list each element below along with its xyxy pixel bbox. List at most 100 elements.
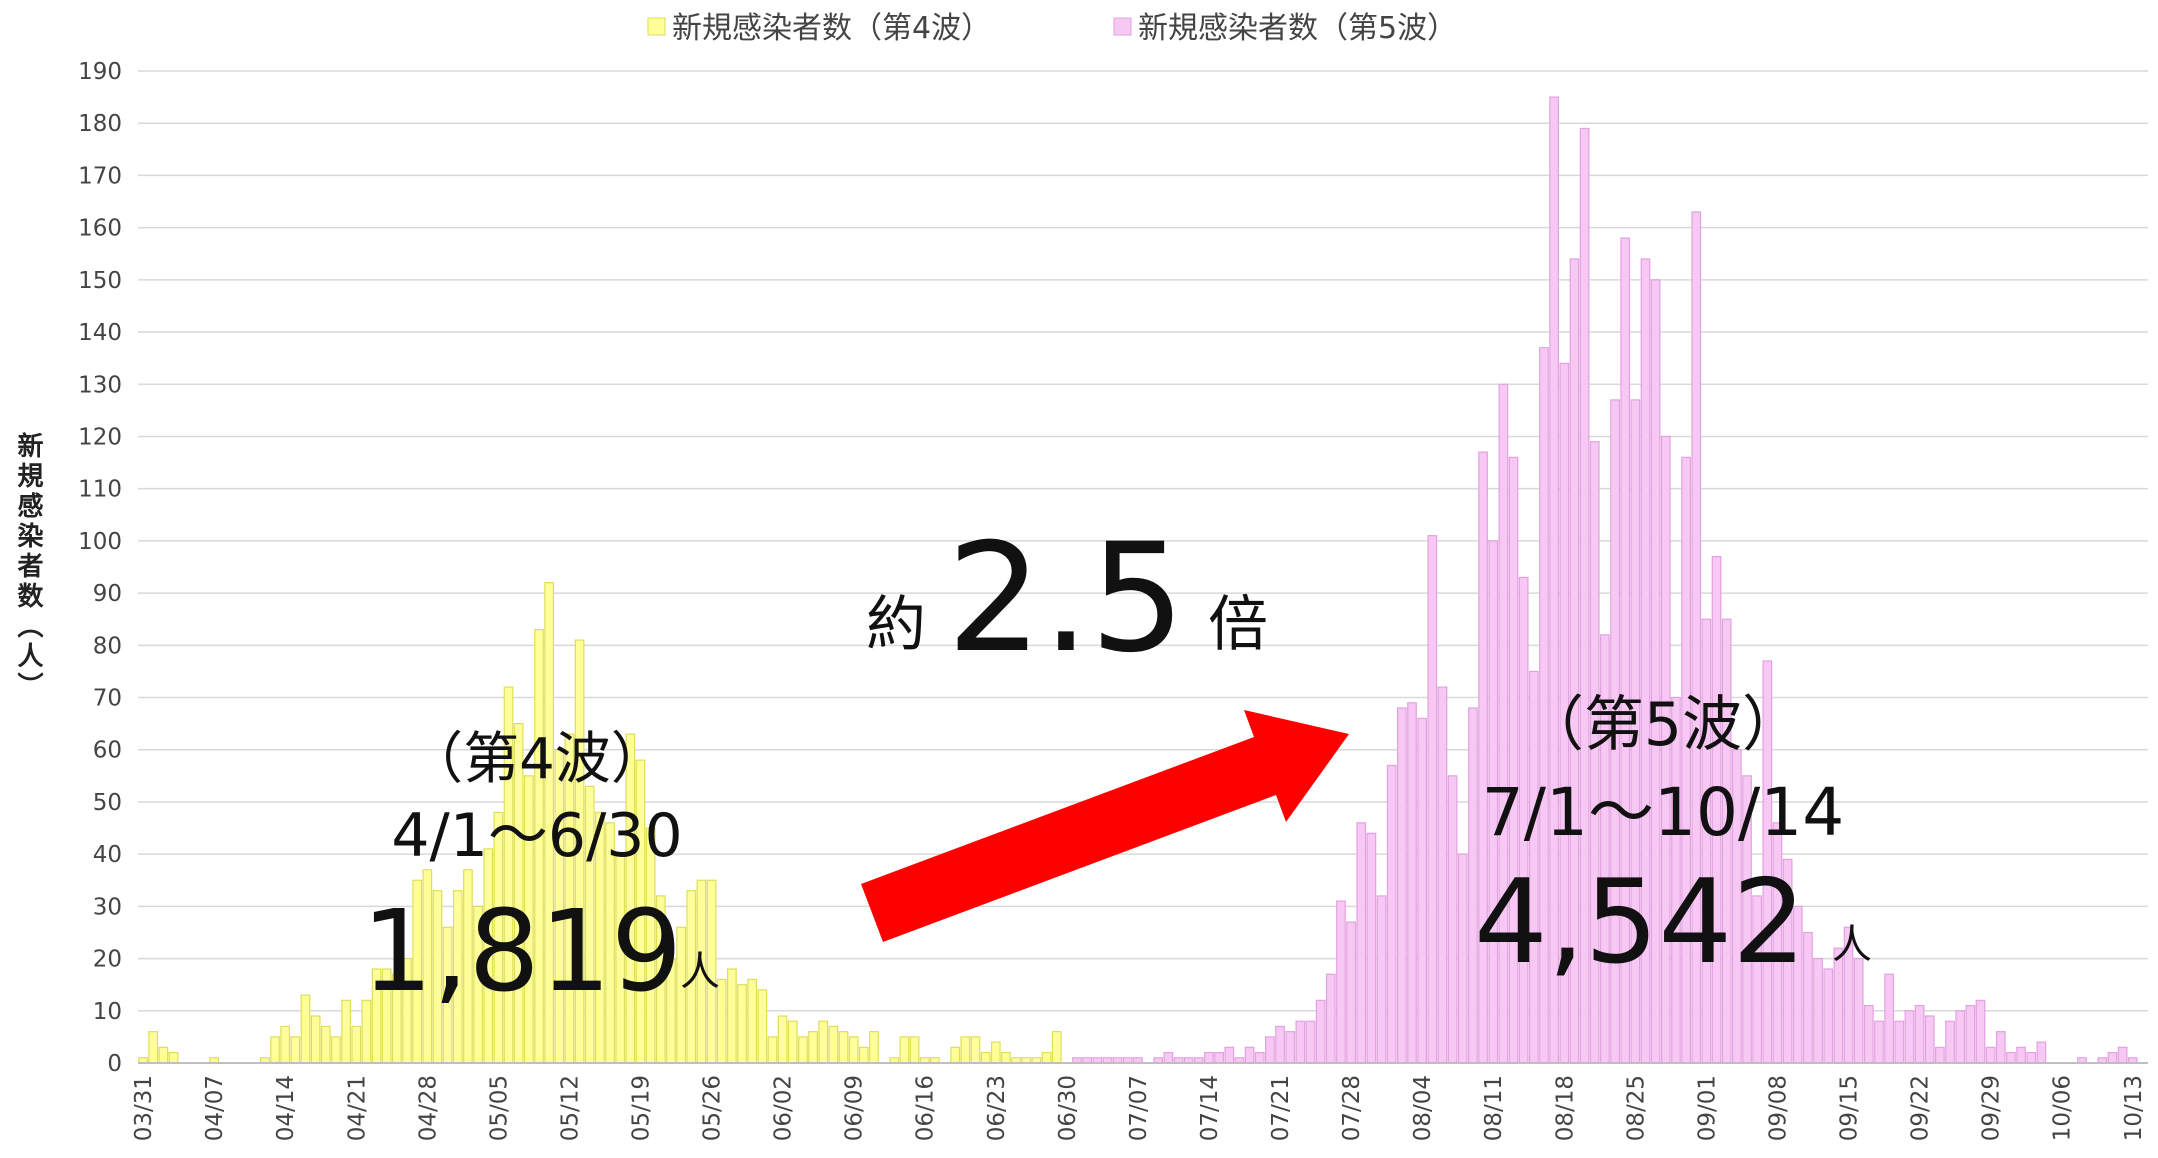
bar (1863, 1004, 1874, 1064)
annotation: 4,542 (1474, 855, 1806, 990)
bar (767, 1036, 778, 1064)
bar (1285, 1031, 1296, 1064)
bar (990, 1041, 1001, 1064)
x-tick-label: 09/29 (1979, 1075, 2005, 1141)
x-tick-label: 05/12 (557, 1075, 583, 1141)
bar (1346, 921, 1356, 1064)
x-tick-label: 04/28 (415, 1075, 441, 1141)
bar (828, 1025, 839, 1064)
y-tick-label: 180 (78, 111, 122, 137)
annotation: 1,819 (362, 887, 683, 1017)
bar (1041, 1051, 1052, 1064)
y-tick-label: 30 (93, 894, 122, 920)
y-tick-label: 70 (93, 686, 122, 712)
bar (1955, 1010, 1966, 1064)
bar (290, 1036, 301, 1064)
bar (1204, 1051, 1214, 1064)
bar (1894, 1020, 1905, 1064)
legend-label: 新規感染者数（第5波） (1138, 11, 1457, 46)
x-tick-label: 06/23 (984, 1075, 1010, 1141)
bar (1823, 968, 1834, 1064)
x-tick-label: 07/28 (1339, 1075, 1365, 1141)
bar (1437, 686, 1448, 1064)
x-tick-label: 07/14 (1197, 1075, 1223, 1141)
x-tick-label: 05/05 (486, 1075, 512, 1141)
x-tick-label: 10/13 (2121, 1075, 2147, 1141)
y-tick-label: 120 (78, 424, 122, 450)
bar (1975, 999, 1986, 1064)
axes: 0 10 20 30 40 50 60 70 80 90 100 110 120 130 140 150 160… (78, 59, 2148, 1141)
y-tick-label: 140 (78, 320, 122, 346)
x-tick-label: 08/18 (1552, 1075, 1578, 1141)
x-tick-label: 04/21 (344, 1075, 370, 1141)
bar (1295, 1020, 1306, 1064)
bar (320, 1025, 331, 1064)
annotation: （第5波） (1524, 690, 1802, 760)
legend: 新規感染者数（第4波） 新規感染者数（第5波） (647, 11, 1457, 46)
y-tick-label: 110 (78, 477, 122, 503)
y-tick-label: 90 (93, 581, 122, 607)
annotation: （第4波） (407, 727, 667, 792)
y-tick-label: 170 (78, 163, 122, 189)
bar (1995, 1031, 2006, 1064)
x-tick-label: 07/21 (1268, 1075, 1294, 1141)
bar (818, 1020, 829, 1064)
bar (1376, 895, 1387, 1064)
x-tick-label: 06/02 (771, 1075, 797, 1141)
bar (858, 1046, 869, 1064)
x-tick-label: 05/26 (700, 1075, 726, 1141)
bar (168, 1051, 179, 1064)
bar (1396, 707, 1407, 1064)
annotation: 人 (1832, 922, 1872, 968)
bar (300, 994, 311, 1064)
bar (808, 1031, 818, 1064)
y-tick-label: 80 (93, 633, 122, 659)
bar (838, 1031, 849, 1064)
bar (2036, 1041, 2047, 1064)
bar (2107, 1051, 2118, 1064)
x-tick-label: 08/25 (1623, 1075, 1649, 1141)
annotation: 7/1～10/14 (1482, 774, 1844, 851)
y-tick-label: 0 (107, 1051, 122, 1077)
annotation: 2.5 (947, 512, 1186, 686)
bar (950, 1046, 961, 1064)
bar (848, 1036, 859, 1064)
bar (1427, 535, 1438, 1064)
bar (1254, 1051, 1265, 1064)
annotation: 倍 (1208, 590, 1268, 660)
bar (2117, 1046, 2128, 1064)
bar (341, 999, 351, 1064)
y-tick-label: 20 (93, 947, 122, 973)
bar (1325, 973, 1336, 1064)
x-tick-label: 10/06 (2050, 1075, 2076, 1141)
bar (909, 1036, 920, 1064)
bar (869, 1031, 879, 1064)
x-tick-label: 08/04 (1410, 1075, 1436, 1141)
bar (1945, 1020, 1955, 1064)
bar (1275, 1025, 1285, 1064)
x-tick-label: 05/19 (629, 1075, 655, 1141)
bar (798, 1036, 808, 1064)
x-tick-label: 06/16 (913, 1075, 939, 1141)
bar (331, 1036, 341, 1064)
y-tick-label: 160 (78, 216, 122, 242)
y-tick-label: 50 (93, 790, 122, 816)
x-tick-label: 03/31 (131, 1075, 157, 1141)
bar (1386, 764, 1397, 1064)
legend-swatch (647, 17, 666, 36)
x-tick-label: 04/07 (202, 1075, 228, 1141)
bar (1224, 1046, 1235, 1064)
bar (158, 1046, 169, 1064)
bar (270, 1036, 280, 1064)
y-axis-label: 新規感染者数（人） (13, 431, 43, 702)
bar (747, 978, 758, 1064)
bar (280, 1025, 291, 1064)
x-tick-label: 09/08 (1765, 1075, 1791, 1141)
bar (1965, 1004, 1976, 1064)
bar (1874, 1020, 1884, 1064)
bar (970, 1036, 981, 1064)
bar (737, 984, 747, 1064)
y-tick-label: 10 (93, 999, 122, 1025)
x-tick-label: 09/22 (1908, 1075, 1934, 1141)
